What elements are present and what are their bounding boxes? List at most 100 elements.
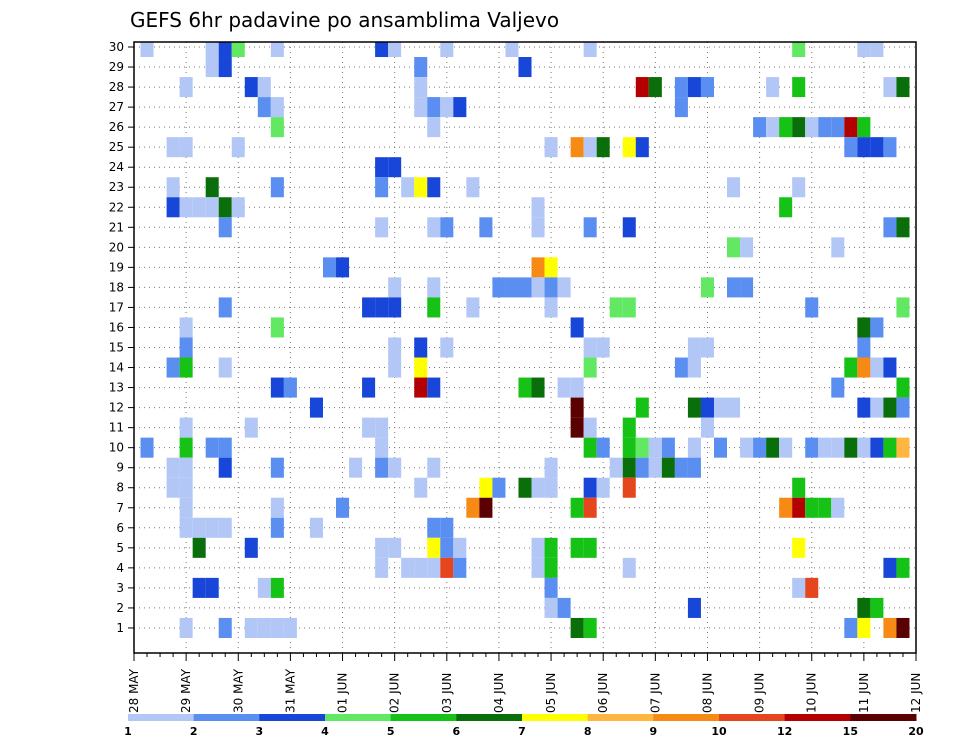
heatmap-cell: [218, 357, 232, 378]
heatmap-cell: [883, 357, 897, 378]
heatmap-cell: [727, 237, 741, 258]
heatmap-cell: [544, 477, 558, 498]
heatmap-cell: [427, 457, 441, 478]
heatmap-cell: [375, 157, 389, 178]
heatmap-cell: [831, 237, 845, 258]
heatmap-cells: [140, 42, 910, 638]
y-tick-label: 28: [109, 80, 124, 94]
heatmap-cell: [244, 417, 258, 438]
heatmap-cell: [570, 417, 584, 438]
heatmap-cell: [779, 497, 793, 518]
heatmap-cell: [414, 97, 428, 118]
heatmap-cell: [622, 477, 636, 498]
heatmap-cell: [140, 437, 154, 458]
heatmap-cell: [779, 437, 793, 458]
heatmap-cell: [362, 297, 376, 318]
heatmap-cell: [375, 177, 389, 198]
x-tick-label: 28 MAY: [127, 668, 141, 713]
legend-label: 4: [321, 725, 329, 738]
heatmap-cell: [375, 557, 389, 578]
heatmap-cell: [166, 477, 180, 498]
y-tick-label: 22: [109, 200, 124, 214]
heatmap-cell: [257, 77, 271, 98]
y-tick-label: 15: [109, 341, 124, 355]
heatmap-cell: [896, 617, 910, 638]
heatmap-cell: [753, 437, 767, 458]
heatmap-cell: [414, 557, 428, 578]
heatmap-cell: [283, 617, 297, 638]
heatmap-cell: [479, 477, 493, 498]
heatmap-cell: [570, 497, 584, 518]
heatmap-cell: [870, 437, 884, 458]
heatmap-cell: [831, 437, 845, 458]
heatmap-cell: [401, 177, 415, 198]
heatmap-cell: [700, 277, 714, 298]
heatmap-cell: [635, 457, 649, 478]
heatmap-cell: [544, 577, 558, 598]
heatmap-cell: [792, 477, 806, 498]
heatmap-cell: [427, 537, 441, 558]
heatmap-cell: [401, 557, 415, 578]
heatmap-cell: [857, 337, 871, 358]
heatmap-cell: [244, 617, 258, 638]
heatmap-cell: [505, 277, 519, 298]
heatmap-cell: [544, 557, 558, 578]
heatmap-cell: [440, 537, 454, 558]
heatmap-cell: [440, 217, 454, 238]
heatmap-cell: [570, 537, 584, 558]
heatmap-cell: [844, 437, 858, 458]
heatmap-cell: [857, 117, 871, 138]
heatmap-cell: [583, 217, 597, 238]
heatmap-cell: [700, 77, 714, 98]
heatmap-cell: [270, 617, 284, 638]
heatmap-cell: [635, 397, 649, 418]
y-tick-label: 16: [109, 320, 124, 334]
heatmap-cell: [531, 477, 545, 498]
heatmap-cell: [805, 117, 819, 138]
heatmap-cell: [179, 337, 193, 358]
heatmap-cell: [427, 377, 441, 398]
y-tick-label: 18: [109, 280, 124, 294]
heatmap-cell: [179, 317, 193, 338]
y-tick-label: 25: [109, 140, 124, 154]
heatmap-cell: [414, 337, 428, 358]
heatmap-cell: [557, 597, 571, 618]
heatmap-cell: [205, 42, 219, 58]
heatmap-cell: [727, 397, 741, 418]
y-tick-label: 27: [109, 100, 124, 114]
x-tick-label: 01 JUN: [336, 673, 350, 713]
heatmap-cell: [414, 477, 428, 498]
heatmap-cell: [179, 197, 193, 218]
heatmap-cell: [622, 137, 636, 158]
x-tick-label: 10 JUN: [805, 673, 819, 713]
heatmap-cell: [414, 177, 428, 198]
heatmap-cell: [218, 617, 232, 638]
heatmap-cell: [440, 557, 454, 578]
x-tick-label: 11 JUN: [857, 673, 871, 713]
heatmap-cell: [531, 197, 545, 218]
heatmap-cell: [805, 497, 819, 518]
heatmap-cell: [544, 277, 558, 298]
heatmap-cell: [687, 457, 701, 478]
heatmap-cell: [270, 517, 284, 538]
heatmap-cell: [192, 517, 206, 538]
heatmap-cell: [857, 137, 871, 158]
heatmap-cell: [883, 437, 897, 458]
heatmap-cell: [205, 517, 219, 538]
x-axis-ticks: 28 MAY 29 MAY 30 MAY 31 MAY 01 JUN 02 JUN 03 J…: [127, 653, 923, 713]
heatmap-cell: [414, 57, 428, 78]
heatmap-cell: [440, 337, 454, 358]
legend-swatch: [193, 714, 260, 721]
heatmap-cell: [661, 437, 675, 458]
heatmap-cell: [622, 217, 636, 238]
heatmap-cell: [635, 77, 649, 98]
heatmap-cell: [179, 617, 193, 638]
heatmap-cell: [270, 377, 284, 398]
y-tick-label: 1: [116, 621, 124, 635]
heatmap-cell: [375, 297, 389, 318]
heatmap-cell: [283, 377, 297, 398]
legend-label: 12: [777, 725, 792, 738]
heatmap-cell: [179, 77, 193, 98]
heatmap-cell: [661, 457, 675, 478]
heatmap-cell: [192, 577, 206, 598]
